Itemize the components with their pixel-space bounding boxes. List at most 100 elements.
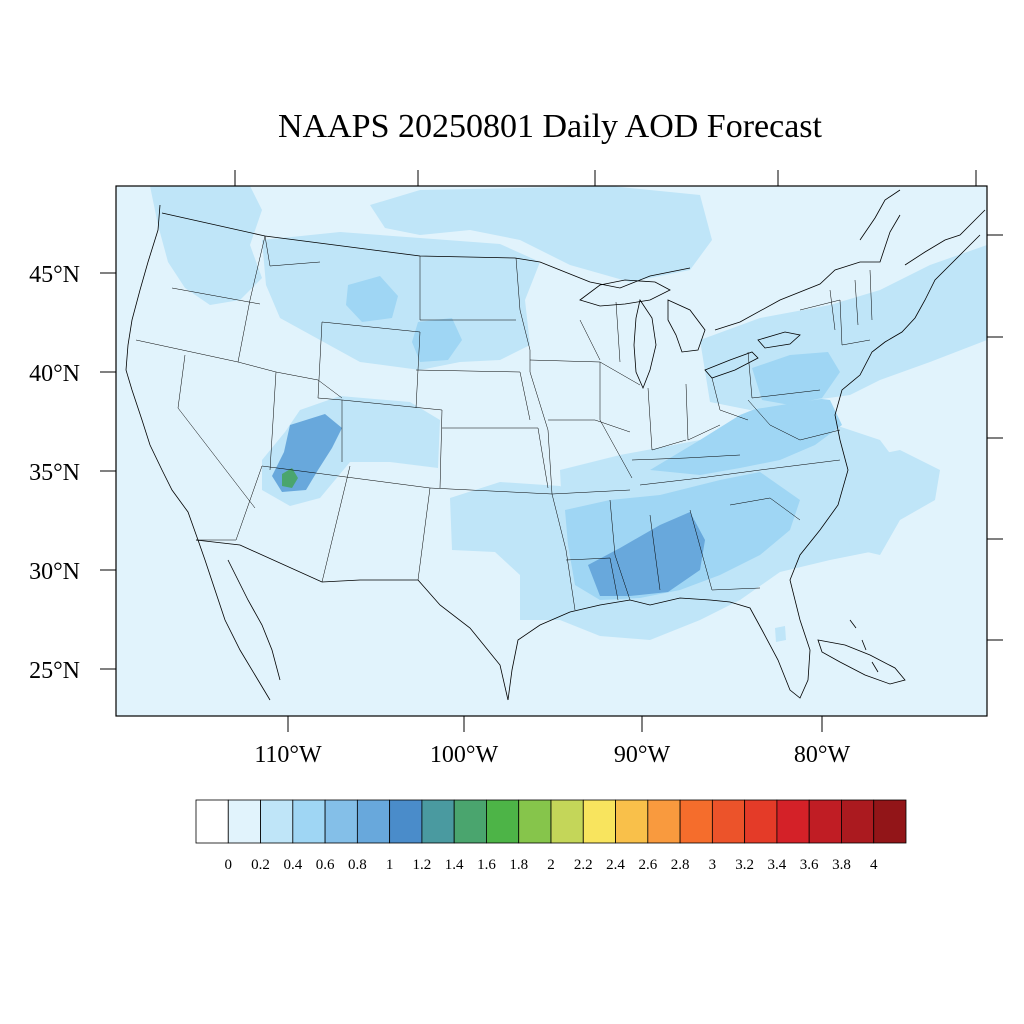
plume-northern-plains [262, 232, 540, 370]
nova-scotia [904, 209, 986, 266]
colorbar-bin [324, 799, 358, 844]
lon-label: 110°W [254, 742, 322, 768]
state-line [237, 235, 266, 363]
state-line [275, 371, 343, 399]
colorbar-bin [195, 799, 229, 844]
lake-michigan [633, 298, 657, 390]
colorbar-bin [550, 799, 584, 844]
gulf-of-california [227, 559, 281, 681]
map-frame [115, 185, 988, 717]
state-line [639, 459, 841, 486]
colorbar [195, 799, 907, 844]
lon-label: 90°W [614, 742, 671, 768]
ticks [100, 170, 1003, 732]
state-line [565, 557, 619, 601]
colorbar-tick-label: 3.8 [832, 857, 851, 873]
state-line [747, 351, 821, 399]
canada-coast-north [859, 189, 901, 241]
state-line [711, 377, 749, 421]
state-line [171, 287, 261, 305]
state-line [415, 369, 531, 421]
state-line [264, 235, 321, 267]
colorbar-tick-label: 3.2 [735, 857, 754, 873]
colorbar-bin [615, 799, 649, 844]
state-line [649, 514, 661, 591]
colorbar-tick-label: 2.8 [671, 857, 690, 873]
colorbar-tick-label: 4 [870, 857, 878, 873]
state-line [647, 387, 687, 451]
state-line [729, 497, 801, 521]
colorbar-tick-label: 1.2 [413, 857, 432, 873]
lat-label: 25°N [29, 658, 80, 684]
colorbar-tick-label: 3.6 [800, 857, 819, 873]
colorbar-tick-label: 2.2 [574, 857, 593, 873]
baja-coast [197, 539, 271, 701]
lake-ontario [757, 331, 801, 349]
colorbar-tick-label: 1 [386, 857, 394, 873]
plume-atlantic-offshore [842, 450, 940, 555]
colorbar-bin [518, 799, 552, 844]
state-boundaries [135, 235, 873, 611]
state-line [317, 321, 343, 462]
state-line [829, 269, 873, 331]
colorbar-tick-label: 2 [547, 857, 555, 873]
bahamas [849, 619, 879, 673]
colorbar-bin [227, 799, 261, 844]
plume-canada-north [370, 186, 712, 282]
plume-northwest [150, 186, 262, 305]
colorbar-tick-label: 2.6 [638, 857, 657, 873]
colorbar-bin [453, 799, 487, 844]
colorbar-bin [873, 799, 907, 844]
colorbar-bin [711, 799, 746, 844]
plume-florida [775, 626, 786, 642]
lat-label: 30°N [29, 559, 80, 585]
state-line [599, 362, 633, 479]
colorbar-tick-label: 1.6 [477, 857, 496, 873]
state-line [321, 465, 351, 583]
colorbar-tick-label: 3 [709, 857, 717, 873]
state-line [321, 321, 421, 409]
lon-label: 100°W [430, 742, 499, 768]
colorbar-tick-label: 0.2 [251, 857, 270, 873]
state-line [799, 299, 871, 346]
colorbar-bin [486, 799, 520, 844]
aod-plumes [150, 186, 987, 642]
colorbar-bin [776, 799, 810, 844]
page-title: NAAPS 20250801 Daily AOD Forecast [278, 108, 822, 145]
colorbar-bin [808, 799, 842, 844]
aod-field [116, 186, 987, 716]
colorbar-tick-label: 0.6 [316, 857, 335, 873]
colorbar-bin [260, 799, 294, 844]
state-line [685, 383, 721, 441]
colorbar-bin [421, 799, 455, 844]
longitude-labels: 110°W 100°W 90°W 80°W [254, 742, 850, 768]
state-line [419, 256, 516, 321]
colorbar-bin [744, 799, 778, 844]
state-line [579, 301, 621, 363]
colorbar-bin [356, 799, 391, 844]
state-line [551, 489, 631, 495]
cuba [817, 639, 906, 685]
colorbar-tick-label: 0.8 [348, 857, 367, 873]
colorbar-tick-label: 3.4 [768, 857, 787, 873]
colorbar-bin [841, 799, 875, 844]
west-coast [125, 204, 199, 541]
lake-huron [667, 299, 706, 353]
plume-mid-atlantic [752, 352, 840, 405]
plume-nebraska [412, 318, 462, 362]
plume-four-corners-core [282, 468, 298, 488]
state-line [442, 427, 549, 489]
plume-ohio-valley [650, 395, 842, 475]
us-canada-border-east [714, 214, 901, 331]
colorbar-tick-label: 0.4 [283, 857, 302, 873]
colorbar-tick-label: 2.4 [606, 857, 625, 873]
state-line [609, 499, 631, 601]
state-line [135, 339, 239, 363]
colorbar-tick-label: 0 [225, 857, 233, 873]
colorbar-labels: 0 0.2 0.4 0.6 0.8 1 1.2 1.4 1.6 1.8 2 2.2 2.4 2.6 2.8 3… [225, 857, 878, 873]
colorbar-bin [679, 799, 713, 844]
state-line [747, 399, 841, 441]
lat-label: 35°N [29, 460, 80, 486]
